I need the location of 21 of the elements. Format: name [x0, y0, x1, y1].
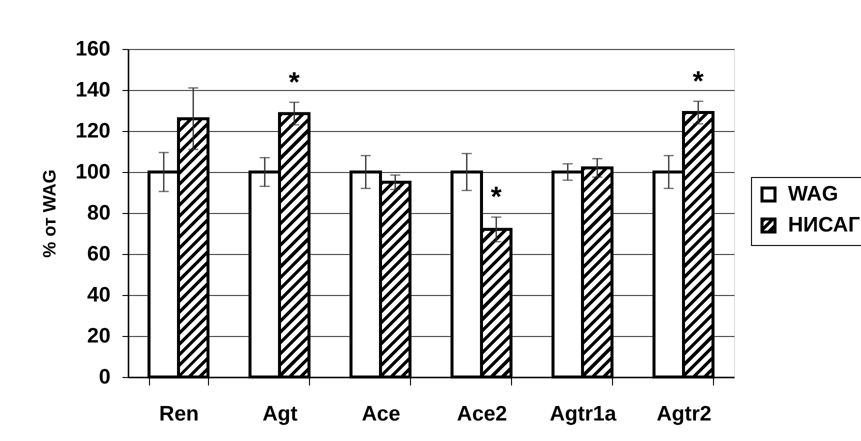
- y-axis-title: % от WAG: [39, 169, 60, 258]
- y-tick-label: 100: [75, 160, 110, 184]
- y-tick-label: 80: [87, 202, 110, 224]
- y-tick-label: 0: [98, 366, 110, 388]
- y-tick-label: 120: [75, 120, 110, 142]
- legend-label: НИСАГ: [788, 214, 860, 236]
- x-tick-label: Agtr2: [656, 402, 712, 426]
- y-tick-label: 40: [87, 284, 110, 306]
- x-tick-label: Ace: [362, 402, 400, 426]
- y-tick-label: 160: [75, 38, 110, 60]
- annotation: *: [288, 66, 300, 98]
- x-tick-label: Agt: [262, 402, 298, 426]
- y-tick-label: 140: [75, 78, 110, 102]
- x-tick-label: Agtr1a: [550, 402, 617, 426]
- y-tick-label: 20: [87, 324, 110, 348]
- legend-label: WAG: [788, 182, 838, 206]
- x-tick-label: Ren: [159, 402, 199, 426]
- x-tick-label: Ace2: [456, 402, 508, 426]
- annotation: *: [490, 181, 502, 212]
- annotation: *: [692, 65, 704, 96]
- y-tick-label: 60: [87, 242, 110, 266]
